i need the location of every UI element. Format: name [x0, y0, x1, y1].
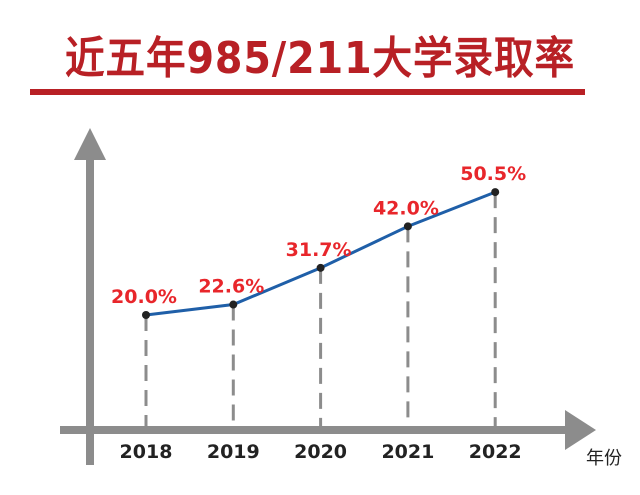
x-tick-label: 2022	[469, 441, 522, 463]
data-point	[142, 311, 150, 319]
data-label: 31.7%	[286, 239, 352, 261]
x-axis-arrow	[565, 410, 596, 450]
x-tick-label: 2019	[207, 441, 260, 463]
x-tick-label: 2020	[294, 441, 347, 463]
data-point	[316, 263, 325, 272]
x-tick-label: 2018	[120, 441, 173, 463]
title-underline	[30, 89, 585, 95]
x-axis-label: 年份	[586, 448, 622, 469]
data-label: 50.5%	[460, 163, 526, 185]
x-axis-line	[60, 426, 570, 434]
x-tick-label: 2021	[381, 441, 434, 463]
data-label: 20.0%	[111, 286, 177, 308]
data-point	[229, 300, 238, 309]
data-label: 22.6%	[198, 276, 264, 298]
data-label: 42.0%	[373, 197, 439, 219]
y-axis-line	[86, 158, 94, 465]
y-axis-arrow	[74, 128, 106, 160]
data-point	[403, 222, 412, 231]
data-point	[491, 188, 500, 197]
chart-title: 近五年985/211大学录取率	[64, 33, 576, 84]
